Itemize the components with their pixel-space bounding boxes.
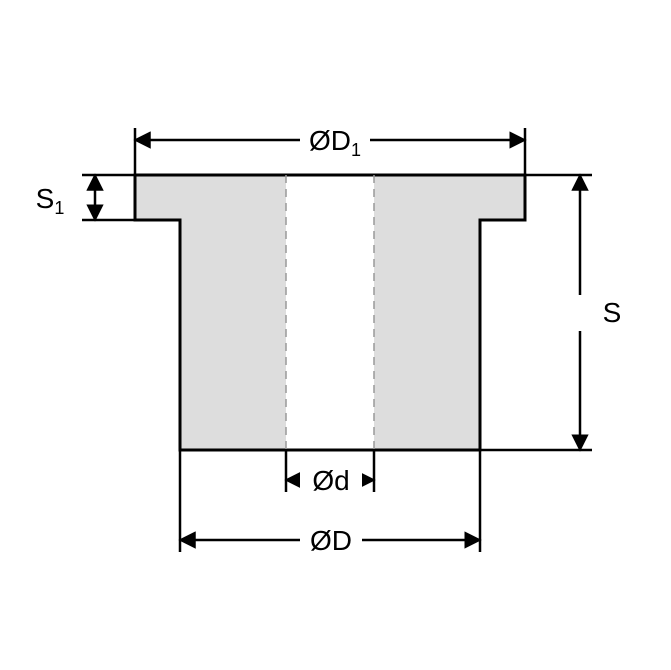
bushing-cross-section-diagram: ØD1 S1 S Ød ØD [0,0,671,670]
dimension-d: Ød [286,450,374,496]
label-S: S [603,297,622,328]
bore-region [286,175,374,450]
label-D: ØD [310,525,352,556]
label-d: Ød [312,465,349,496]
dimension-D1: ØD1 [135,120,525,175]
dimension-S1: S1 [36,175,135,220]
label-S1: S1 [36,183,65,218]
